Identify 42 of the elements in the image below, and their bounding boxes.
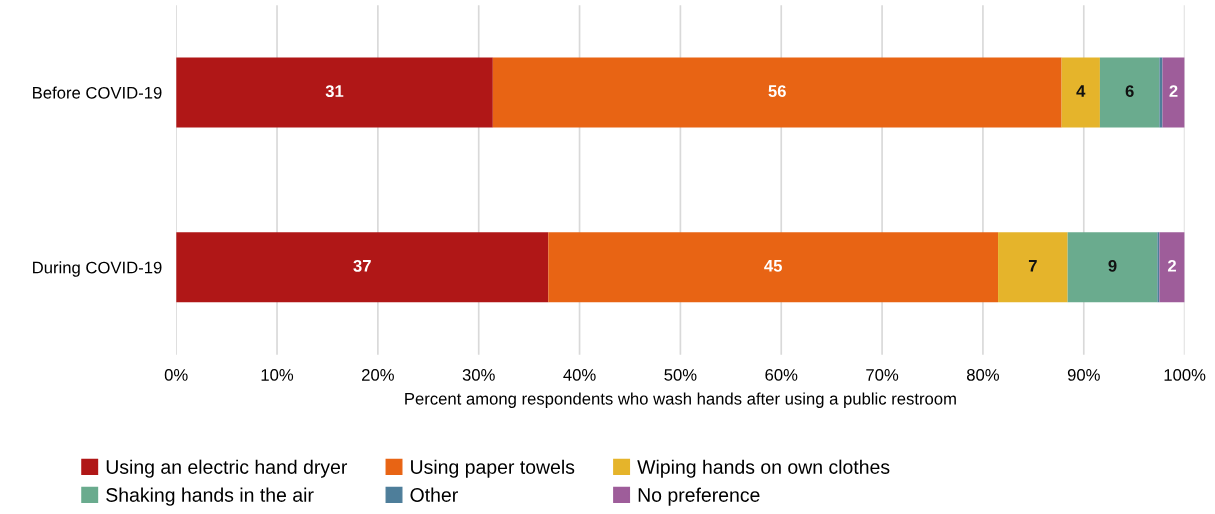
bar — [548, 232, 999, 303]
data-label: 2 — [1169, 85, 1178, 97]
data-label: 45 — [764, 260, 782, 272]
bar — [1099, 57, 1160, 128]
bar — [1159, 232, 1185, 303]
legend-label: Shaking hands in the air — [106, 487, 314, 506]
x-tick-label: 20% — [362, 368, 394, 381]
x-tick-label: 0% — [164, 368, 188, 381]
legend-label: Wiping hands on own clothes — [637, 459, 890, 478]
data-label: 56 — [768, 85, 786, 97]
bar — [998, 232, 1068, 303]
y-tick-label: During COVID-19 — [33, 261, 162, 277]
x-tick-label: 90% — [1067, 368, 1100, 381]
y-tick-label: Before COVID-19 — [33, 86, 162, 99]
legend-label: Using an electric hand dryer — [106, 459, 348, 478]
data-label: 9 — [1108, 259, 1117, 272]
x-axis-title: Percent among respondents who wash hands after using a public restroom — [405, 392, 956, 408]
data-label: 37 — [353, 259, 371, 272]
x-tick-label: 80% — [966, 368, 1000, 381]
bar — [1067, 232, 1158, 303]
data-label: 31 — [325, 85, 344, 98]
bar — [1162, 57, 1185, 128]
x-tick-label: 50% — [664, 368, 697, 381]
bar — [1159, 57, 1163, 128]
x-tick-label: 10% — [261, 368, 294, 381]
bar — [1157, 232, 1160, 303]
data-label: 2 — [1167, 259, 1176, 272]
x-tick-label: 60% — [765, 368, 798, 381]
x-tick-label: 40% — [563, 368, 596, 381]
data-label: 7 — [1028, 260, 1037, 272]
x-tick-label: 70% — [866, 368, 899, 381]
x-tick-label: 30% — [462, 368, 495, 381]
data-label: 6 — [1125, 85, 1134, 97]
bar — [176, 232, 549, 303]
bar — [176, 57, 493, 128]
data-label: 4 — [1076, 85, 1086, 97]
legend-label: No preference — [638, 487, 760, 506]
x-tick-label: 100% — [1164, 368, 1206, 381]
bar — [492, 57, 1062, 128]
bar — [1061, 57, 1100, 128]
legend-label: Using paper towels — [411, 459, 575, 478]
legend-label: Other — [410, 487, 458, 502]
